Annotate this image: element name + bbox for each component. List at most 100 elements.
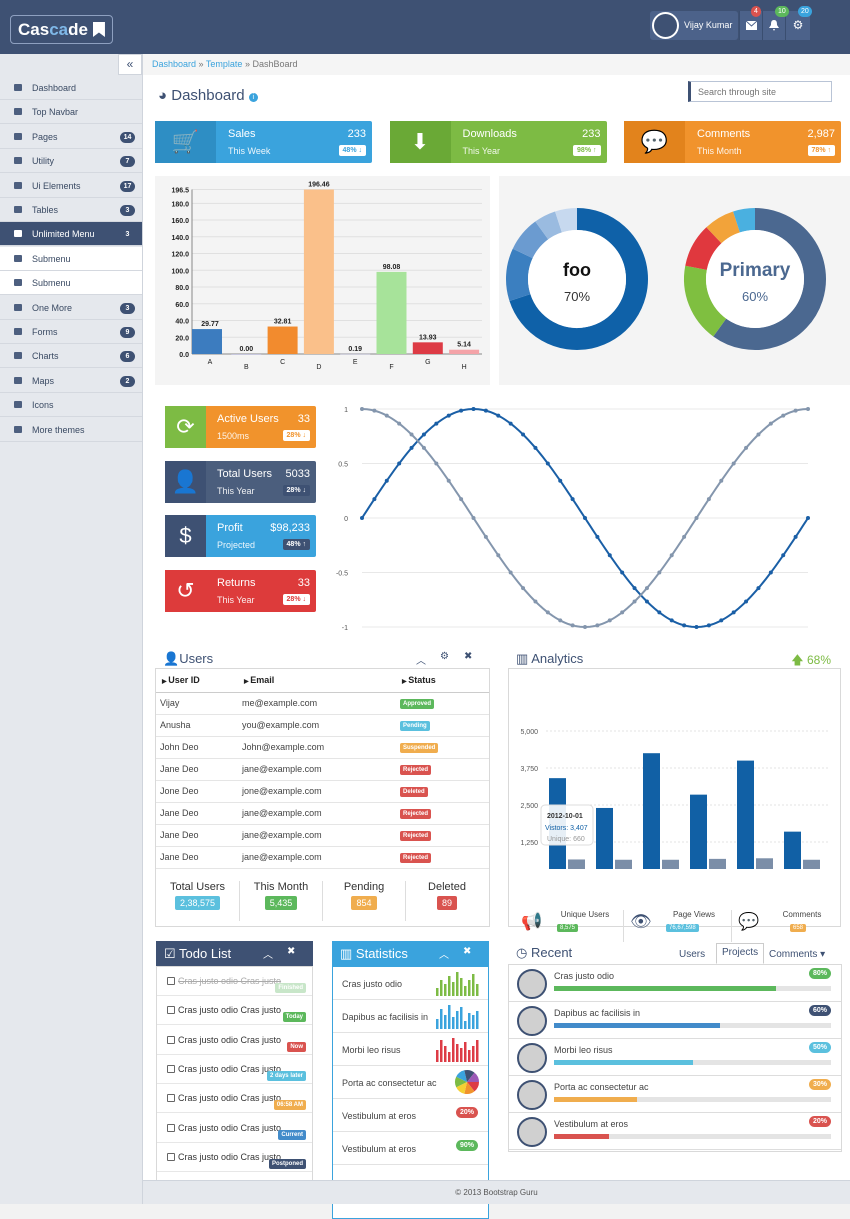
recent-item[interactable]: Porta ac consectetur ac 30% — [509, 1076, 841, 1113]
tab-comments[interactable]: Comments ▾ — [769, 949, 826, 960]
line-point — [558, 618, 563, 623]
table-row[interactable]: Jane Deo jane@example.com Rejected — [156, 846, 489, 869]
line-point — [756, 432, 761, 437]
stat-percent-value: 48% — [286, 541, 301, 548]
menu-icon — [14, 352, 22, 360]
column-header[interactable]: ▶ Status — [396, 669, 489, 693]
todo-checkbox[interactable] — [167, 1035, 175, 1044]
breadcrumb-dashboard[interactable]: Dashboard — [152, 59, 197, 69]
tab-projects[interactable]: Projects — [716, 943, 765, 964]
column-header-label: User ID — [168, 675, 200, 686]
sidebar-badge: 6 — [120, 351, 135, 363]
todo-item[interactable]: Cras justo odio Cras justo 2 days later — [157, 1055, 312, 1084]
todo-checkbox[interactable] — [167, 1006, 175, 1015]
table-row[interactable]: Jane Deo jane@example.com Rejected — [156, 824, 489, 847]
line-point — [632, 586, 637, 591]
todo-checkbox[interactable] — [167, 1123, 175, 1132]
todo-text: Cras justo odio Cras justo — [178, 1005, 282, 1016]
collapse-icon[interactable]: ︿ — [439, 950, 449, 961]
search-input[interactable] — [688, 81, 832, 102]
todo-item[interactable]: Cras justo odio Cras justo Finished — [157, 967, 312, 996]
todo-item[interactable]: Cras justo odio Cras justo 06:58 AM — [157, 1084, 312, 1114]
donut-slice — [733, 208, 756, 233]
sidebar-item-maps[interactable]: Maps 2 — [0, 369, 142, 393]
column-header[interactable]: ▶ Email — [238, 669, 396, 693]
user-menu[interactable]: Vijay Kumar — [650, 11, 738, 40]
stat-value: $98,233 — [270, 522, 310, 534]
statistics-text: Vestibulum at eros — [342, 1144, 417, 1154]
sidebar-item-top-navbar[interactable]: Top Navbar — [0, 100, 142, 125]
notifications-button[interactable] — [762, 11, 785, 40]
logo[interactable]: Cascade — [10, 15, 113, 44]
analytics-badge: 658 — [790, 924, 807, 932]
mail-badge: 4 — [751, 6, 761, 17]
checked-checkbox[interactable] — [167, 977, 175, 985]
status-badge: Rejected — [400, 809, 432, 819]
todo-item[interactable]: Cras justo odio Cras justo Today — [157, 996, 312, 1026]
todo-item[interactable]: Cras justo odio Cras justo Now — [157, 1026, 312, 1055]
sidebar-item-submenu[interactable]: Submenu — [0, 271, 142, 296]
collapse-icon[interactable]: ︿ — [263, 950, 273, 961]
collapse-icon[interactable]: ︿ — [416, 656, 426, 667]
recent-item[interactable]: Vestibulum at eros 20% — [509, 1113, 841, 1150]
y-tick: -0.5 — [336, 571, 348, 578]
table-row[interactable]: Vijay me@example.com Approved — [156, 692, 489, 715]
bar-visitors — [690, 794, 707, 879]
todo-checkbox[interactable] — [167, 1064, 175, 1073]
todo-panel: ☑ Todo List ︿ ✖ Cras justo odio Cras justo… — [156, 941, 313, 1219]
recent-percent: 20% — [808, 1116, 831, 1127]
sidebar-item-unlimited-menu[interactable]: Unlimited Menu 3 — [0, 222, 142, 247]
todo-checkbox[interactable] — [167, 1152, 175, 1161]
spark-bar — [456, 1011, 459, 1029]
recent-item[interactable]: Morbi leo risus 50% — [509, 1039, 841, 1076]
mail-button[interactable] — [739, 11, 762, 40]
sidebar-item-utility[interactable]: Utility 7 — [0, 149, 142, 174]
gear-icon[interactable]: ⚙ — [440, 651, 449, 662]
bar-unique — [615, 859, 632, 879]
spark-bar — [448, 976, 451, 996]
sidebar-item-forms[interactable]: Forms 9 — [0, 320, 142, 344]
breadcrumb-template[interactable]: Template — [205, 59, 243, 69]
sidebar-badge: 3 — [120, 205, 135, 216]
todo-text: Cras justo odio Cras justo — [178, 1034, 282, 1045]
sidebar-badge: 3 — [120, 302, 135, 314]
todo-item[interactable]: Cras justo odio Cras justo Current — [157, 1114, 312, 1143]
x-tick: C — [280, 359, 285, 366]
menu-icon — [14, 401, 22, 409]
line-point — [583, 516, 587, 520]
todo-tag: Today — [282, 1012, 306, 1023]
todo-item[interactable]: Cras justo odio Cras justo Postponed — [157, 1143, 312, 1172]
close-icon[interactable]: ✖ — [287, 946, 296, 957]
bar-visitors — [737, 760, 754, 879]
sidebar-item-pages[interactable]: Pages 14 — [0, 125, 142, 149]
sidebar-collapse-button[interactable]: « — [118, 54, 142, 75]
recent-item[interactable]: Dapibus ac facilisis in 60% — [509, 1002, 841, 1039]
envelope-icon — [745, 20, 757, 30]
sidebar-item-icons[interactable]: Icons — [0, 393, 142, 418]
user-icon: 👤 — [165, 460, 206, 503]
sidebar-item-one-more[interactable]: One More 3 — [0, 296, 142, 320]
recent-item[interactable]: Cras justo odio 80% — [509, 965, 841, 1002]
sidebar-item-submenu[interactable]: Submenu — [0, 246, 142, 271]
sidebar-item-tables[interactable]: Tables 3 — [0, 198, 142, 222]
column-header[interactable]: ▶ User ID — [156, 669, 238, 693]
tab-users[interactable]: Users — [679, 949, 706, 960]
table-row[interactable]: Jone Deo jone@example.com Deleted — [156, 780, 489, 803]
stat-percent: 28% ↓ — [282, 484, 310, 496]
todo-tag: Now — [287, 1041, 306, 1052]
table-row[interactable]: Jane Deo jane@example.com Rejected — [156, 758, 489, 781]
table-row[interactable]: Anusha you@example.com Pending — [156, 714, 489, 737]
sidebar-item-dashboard[interactable]: Dashboard — [0, 76, 142, 100]
todo-checkbox[interactable] — [167, 1094, 175, 1103]
spark-bar — [440, 980, 443, 996]
sidebar-item-charts[interactable]: Charts 6 — [0, 344, 142, 369]
sidebar-item-more-themes[interactable]: More themes — [0, 418, 142, 442]
table-row[interactable]: Jane Deo jane@example.com Rejected — [156, 802, 489, 825]
bar-unique — [662, 859, 679, 879]
sidebar-item-ui-elements[interactable]: Ui Elements 17 — [0, 174, 142, 198]
spark-bar — [460, 1007, 463, 1029]
close-icon[interactable]: ✖ — [463, 946, 472, 957]
line-point — [657, 610, 662, 615]
table-row[interactable]: John Deo John@example.com Suspended — [156, 736, 489, 759]
close-icon[interactable]: ✖ — [464, 651, 473, 662]
